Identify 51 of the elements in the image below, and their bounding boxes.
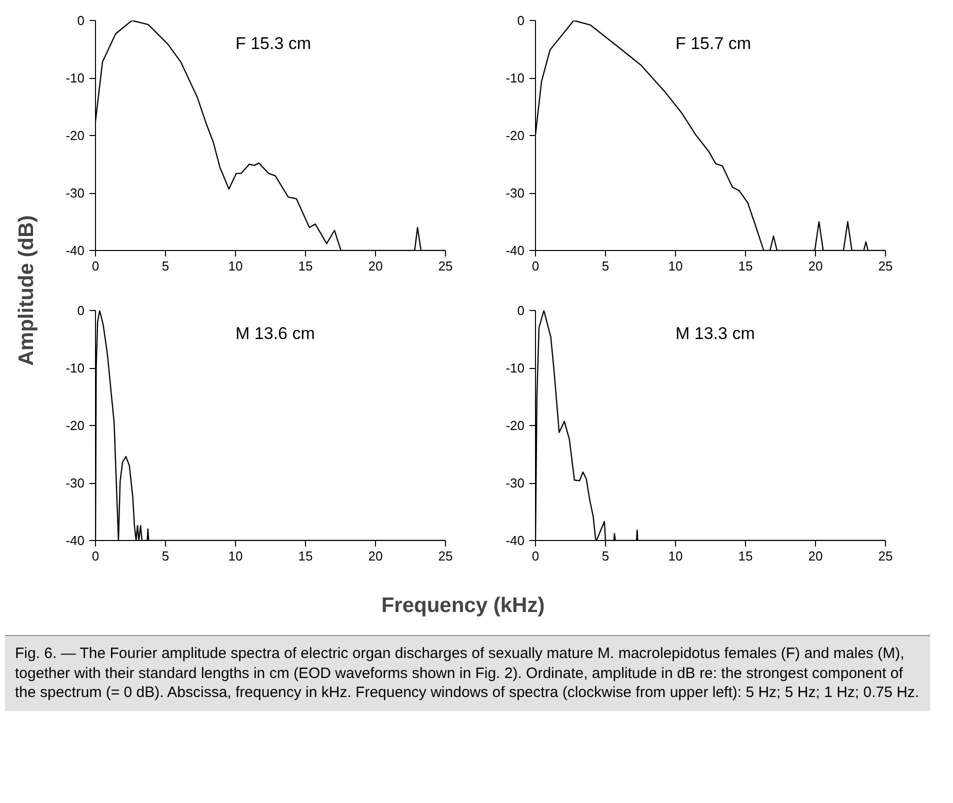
- y-tick-label: 0: [517, 303, 525, 318]
- y-tick-label: -20: [66, 128, 85, 143]
- x-tick-label: 25: [438, 258, 453, 274]
- y-tick-label: -10: [66, 70, 85, 86]
- text: M 13.6 cm: [236, 324, 315, 343]
- x-tick-label: 10: [668, 548, 683, 564]
- x-tick-label: 5: [602, 258, 610, 274]
- y-tick-label: -20: [66, 418, 85, 433]
- x-tick-label: 0: [92, 258, 100, 274]
- text: M 13.3 cm: [676, 324, 755, 343]
- caption: Fig. 6. — The Fourier amplitude spectra of electric organ discharges of sexually mature M. macrolepidotus females (F) and males (M), together with their standard lengths in cm (EOD waveforms shown in Fig. 2). Ordinate, amplitude in dB re: the strongest component of the spectrum (= 0 dB). Abscissa, frequency in kHz. Frequency windows of spectra (clockwise from upper left): 5 Hz; 5 Hz; 1 Hz; 0.75 Hz.: [15, 644, 920, 702]
- x-tick-label: 20: [808, 258, 823, 274]
- text: F 15.3 cm: [236, 34, 312, 53]
- y-axis-title: Amplitude (dB): [15, 215, 38, 366]
- x-tick-label: 20: [808, 548, 823, 564]
- x-tick-label: 25: [878, 548, 893, 564]
- x-tick-label: 5: [162, 548, 170, 564]
- x-tick-label: 10: [228, 548, 243, 564]
- y-tick-label: -30: [66, 186, 85, 200]
- x-tick-label: 15: [738, 258, 753, 274]
- x-tick-label: 0: [532, 548, 540, 564]
- y-tick-label: -20: [506, 128, 525, 143]
- y-tick-label: -10: [506, 360, 525, 376]
- x-tick-label: 20: [368, 258, 383, 274]
- x-tick-label: 20: [368, 548, 383, 564]
- x-tick-label: 10: [668, 258, 683, 274]
- y-tick-label: 0: [77, 303, 85, 318]
- y-tick-label: -30: [506, 476, 525, 490]
- y-tick-label: 0: [517, 13, 525, 28]
- y-tick-label: -10: [66, 360, 85, 376]
- y-tick-label: -40: [506, 243, 525, 258]
- x-tick-label: 15: [298, 548, 313, 564]
- x-tick-label: 25: [878, 258, 893, 274]
- y-tick-label: -30: [66, 476, 85, 490]
- x-tick-label: 0: [92, 548, 100, 564]
- text: F 15.7 cm: [676, 34, 752, 53]
- y-tick-label: 0: [77, 13, 85, 28]
- y-tick-label: -20: [506, 418, 525, 433]
- x-tick-label: 5: [602, 548, 610, 564]
- x-tick-label: 5: [162, 258, 170, 274]
- x-axis-title: Frequency (kHz): [381, 594, 545, 617]
- x-tick-label: 15: [738, 548, 753, 564]
- y-tick-label: -40: [66, 243, 85, 258]
- y-tick-label: -10: [506, 70, 525, 86]
- x-tick-label: 10: [228, 258, 243, 274]
- y-tick-label: -40: [66, 533, 85, 548]
- x-tick-label: 25: [438, 548, 453, 564]
- y-tick-label: -40: [506, 533, 525, 548]
- x-tick-label: 15: [298, 258, 313, 274]
- x-tick-label: 0: [532, 258, 540, 274]
- y-tick-label: -30: [506, 186, 525, 200]
